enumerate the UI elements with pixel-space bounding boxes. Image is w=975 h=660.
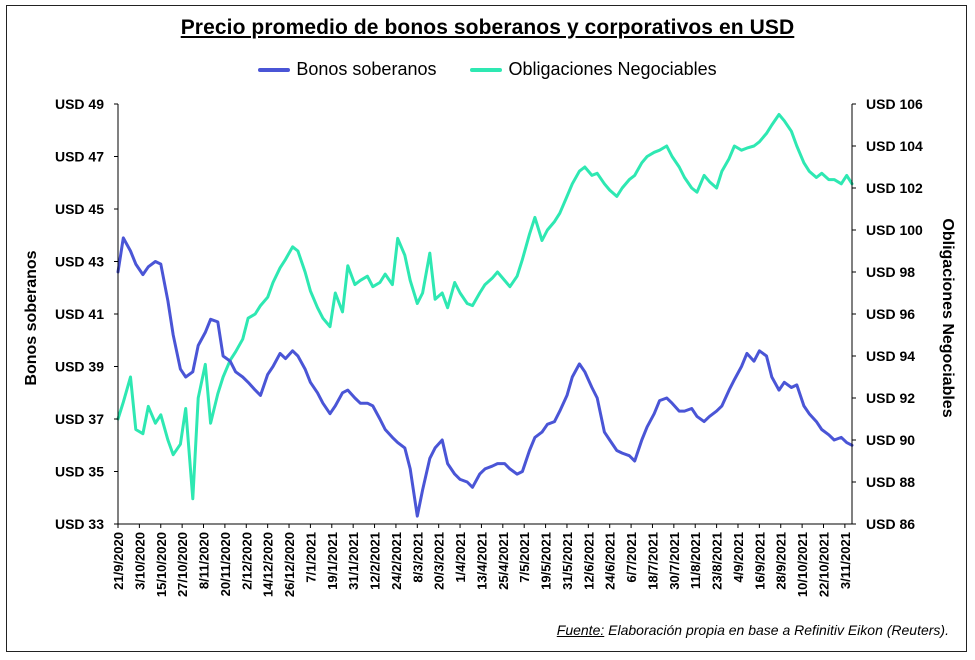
x-tick-label: 31/5/2021 xyxy=(560,532,575,590)
x-tick-label: 12/6/2021 xyxy=(581,532,596,590)
y-right-tick-label: USD 100 xyxy=(866,222,923,238)
y-left-tick-label: USD 33 xyxy=(55,516,104,532)
source-text: Elaboración propia en base a Refinitiv E… xyxy=(608,622,949,638)
x-tick-label: 3/11/2021 xyxy=(838,532,853,589)
source-label: Fuente: xyxy=(556,622,605,638)
x-tick-label: 11/8/2021 xyxy=(688,532,703,589)
legend-swatch-obligaciones xyxy=(470,67,503,72)
x-tick-label: 1/4/2021 xyxy=(453,532,468,583)
x-tick-label: 22/10/2021 xyxy=(817,532,832,597)
x-tick-label: 3/10/2020 xyxy=(132,532,147,590)
x-tick-label: 13/4/2021 xyxy=(474,532,489,590)
chart-frame xyxy=(6,5,967,652)
y-left-tick-label: USD 39 xyxy=(55,359,104,375)
y-right-tick-label: USD 86 xyxy=(866,516,915,532)
y-right-tick-label: USD 88 xyxy=(866,474,915,490)
x-tick-label: 25/4/2021 xyxy=(496,532,511,590)
y-left-tick-label: USD 47 xyxy=(55,149,104,165)
x-tick-label: 12/2/2021 xyxy=(368,532,383,590)
legend-label-obligaciones: Obligaciones Negociables xyxy=(508,59,717,79)
x-tick-label: 30/7/2021 xyxy=(667,532,682,590)
y-left-tick-label: USD 41 xyxy=(55,306,104,322)
y-right-tick-label: USD 96 xyxy=(866,306,915,322)
y-left-tick-label: USD 37 xyxy=(55,411,104,427)
x-tick-label: 2/12/2020 xyxy=(239,532,254,590)
y-left-tick-label: USD 43 xyxy=(55,254,104,270)
legend-item-bonos: Bonos soberanos xyxy=(258,59,436,80)
legend-label-bonos: Bonos soberanos xyxy=(296,59,437,79)
chart-legend: Bonos soberanos Obligaciones Negociables xyxy=(0,59,975,80)
series-line-bonos-soberanos xyxy=(116,236,854,518)
x-tick-label: 23/8/2021 xyxy=(710,532,725,590)
x-tick-label: 31/1/2021 xyxy=(346,532,361,590)
x-tick-label: 16/9/2021 xyxy=(752,532,767,590)
source-note: Fuente: Elaboración propia en base a Ref… xyxy=(557,622,949,638)
y-right-tick-label: USD 98 xyxy=(866,264,915,280)
chart-title: Precio promedio de bonos soberanos y cor… xyxy=(180,16,795,39)
y-left-tick-label: USD 35 xyxy=(55,464,104,480)
x-tick-label: 24/6/2021 xyxy=(603,532,618,590)
x-tick-label: 10/10/2021 xyxy=(795,532,810,597)
y-right-tick-label: USD 102 xyxy=(866,180,923,196)
series-line-obligaciones-negociables xyxy=(116,113,854,501)
legend-swatch-bonos xyxy=(258,67,291,72)
x-tick-label: 6/7/2021 xyxy=(624,532,639,583)
x-tick-label: 21/9/2020 xyxy=(111,532,126,590)
x-tick-label: 24/2/2021 xyxy=(389,532,404,590)
x-tick-label: 7/1/2021 xyxy=(303,532,318,583)
x-tick-label: 19/5/2021 xyxy=(539,532,554,590)
y-right-tick-label: USD 104 xyxy=(866,138,923,154)
y-left-tick-label: USD 49 xyxy=(55,96,104,112)
x-tick-label: 26/12/2020 xyxy=(282,532,297,597)
x-tick-label: 28/9/2021 xyxy=(774,532,789,590)
y-right-tick-label: USD 90 xyxy=(866,432,915,448)
y-right-tick-label: USD 92 xyxy=(866,390,915,406)
x-tick-label: 8/11/2020 xyxy=(197,532,212,589)
x-tick-label: 20/11/2020 xyxy=(218,532,233,596)
x-tick-label: 18/7/2021 xyxy=(646,532,661,590)
x-tick-label: 27/10/2020 xyxy=(175,532,190,597)
x-tick-label: 8/3/2021 xyxy=(410,532,425,583)
y-right-tick-label: USD 94 xyxy=(866,348,915,364)
legend-item-obligaciones: Obligaciones Negociables xyxy=(470,59,717,80)
y-left-tick-label: USD 45 xyxy=(55,201,104,217)
x-tick-label: 19/1/2021 xyxy=(325,532,340,590)
x-tick-label: 4/9/2021 xyxy=(731,532,746,583)
x-tick-label: 7/5/2021 xyxy=(517,532,532,583)
x-tick-label: 20/3/2021 xyxy=(432,532,447,590)
y-right-tick-label: USD 106 xyxy=(866,96,923,112)
x-tick-label: 14/12/2020 xyxy=(261,532,276,597)
x-tick-label: 15/10/2020 xyxy=(154,532,169,597)
